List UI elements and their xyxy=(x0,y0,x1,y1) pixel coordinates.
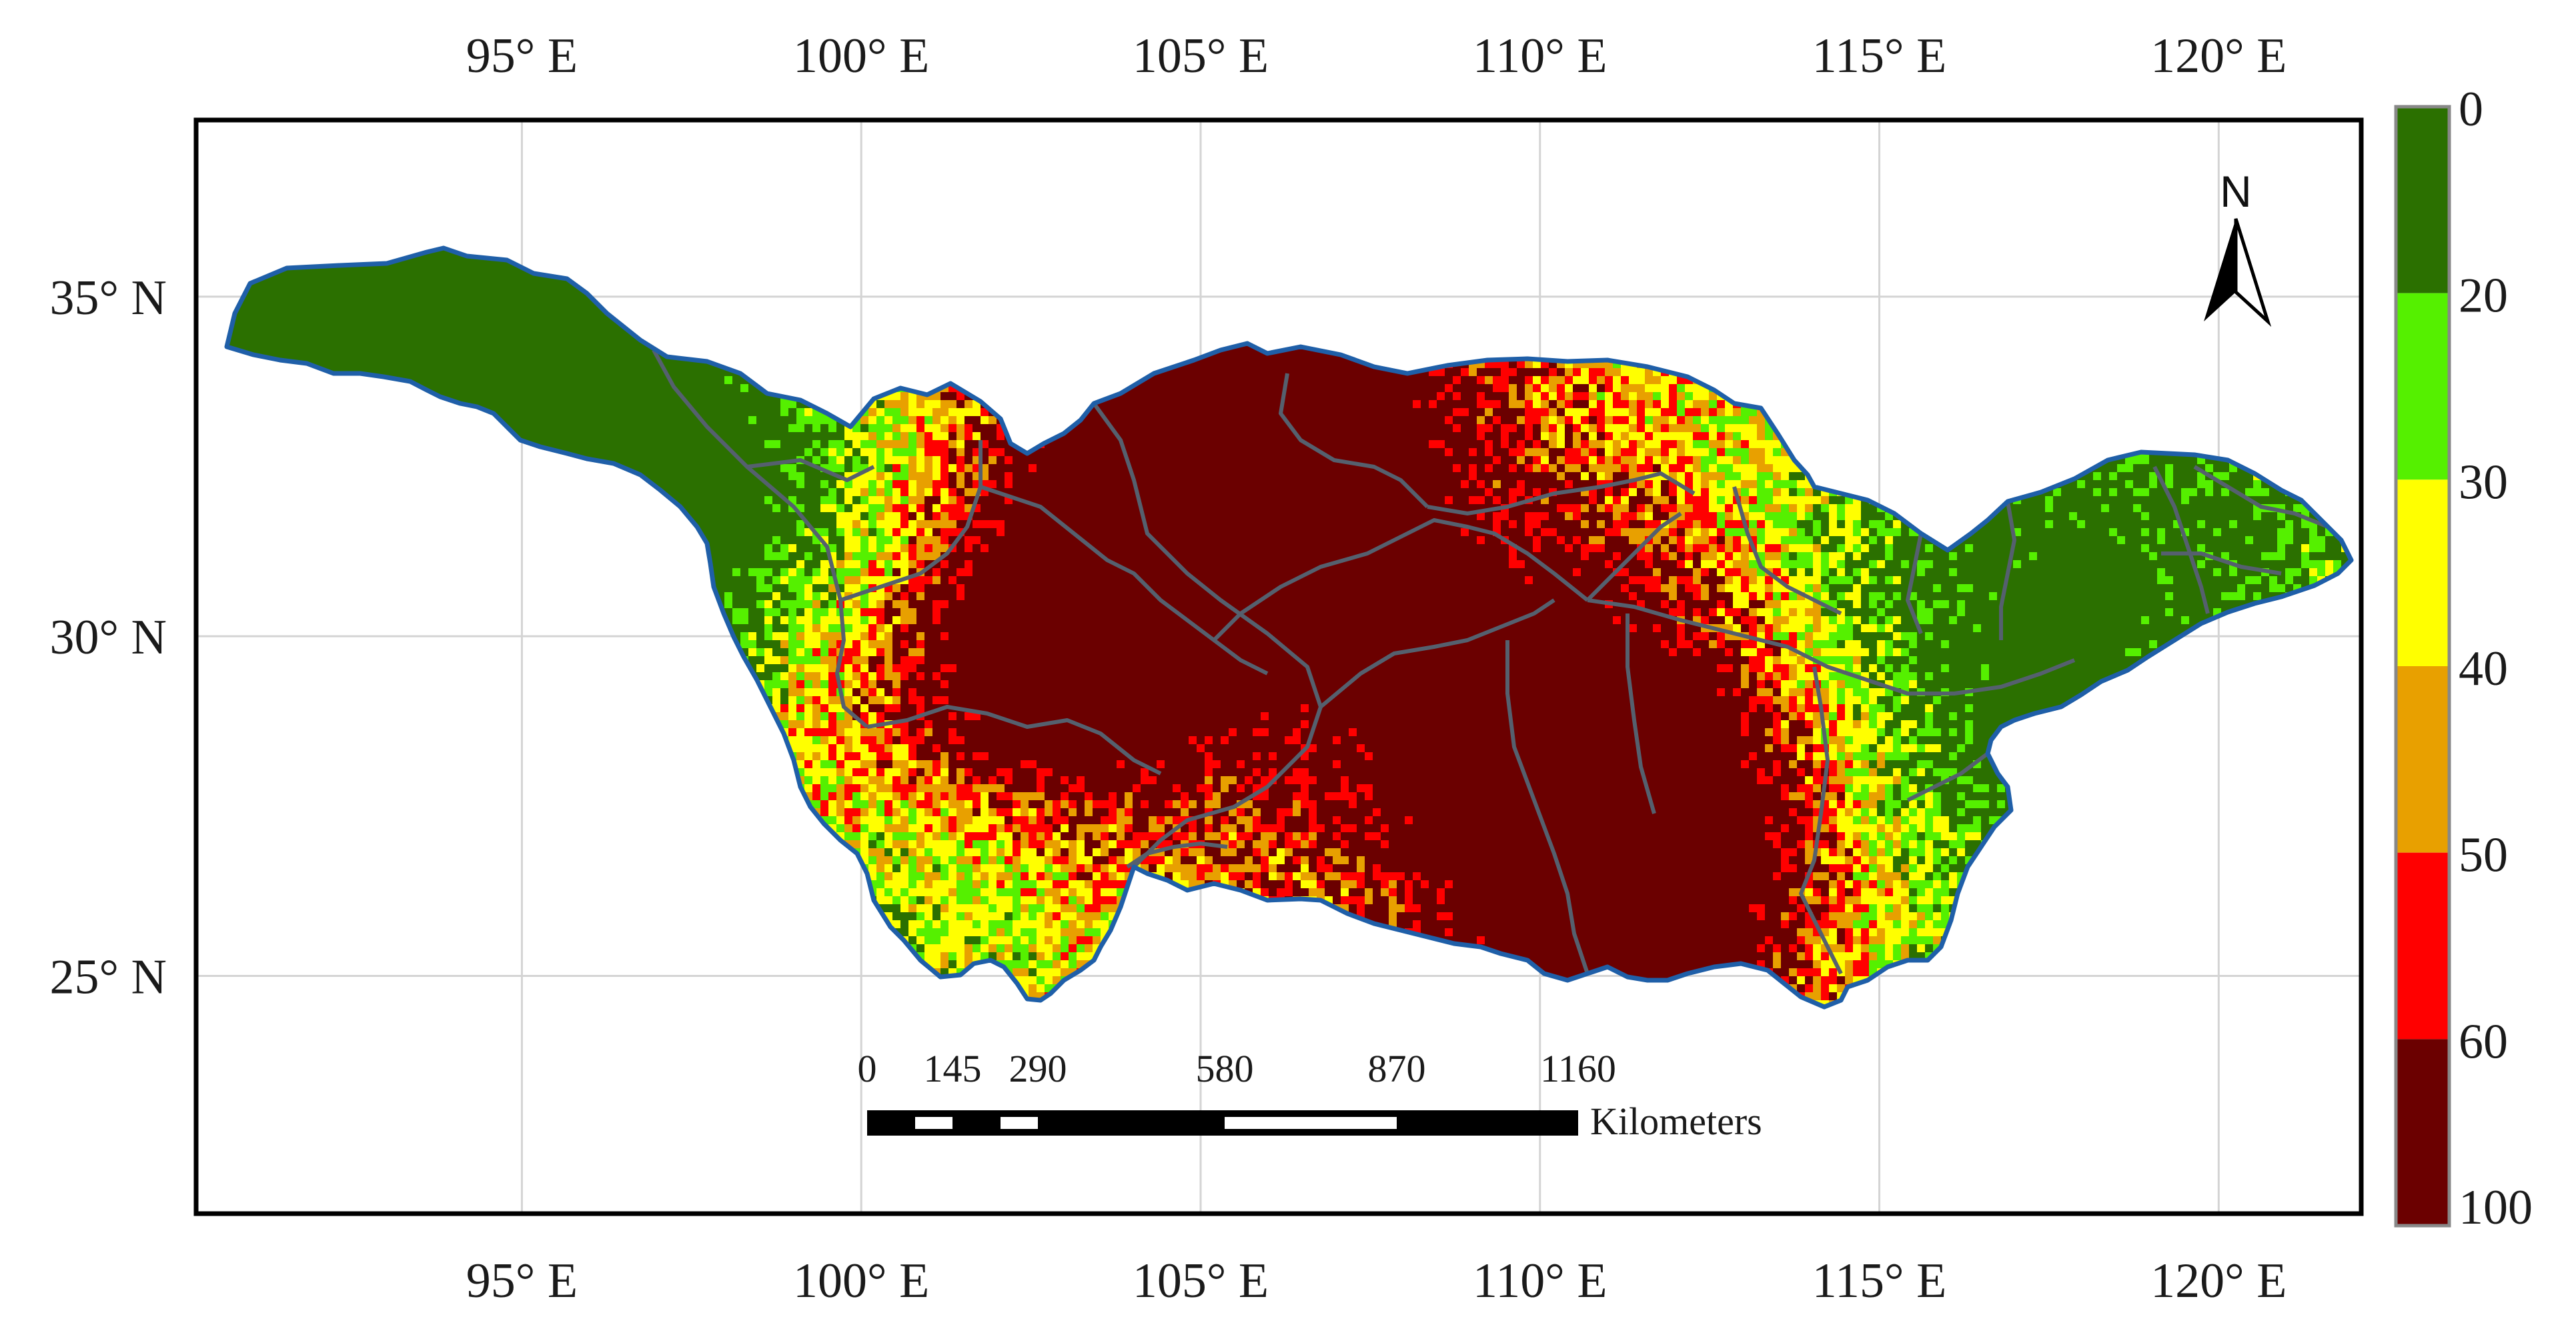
longitude-label-bottom: 110° E xyxy=(1473,1254,1607,1308)
legend-swatch xyxy=(2396,853,2449,1040)
legend-swatch xyxy=(2396,666,2449,853)
longitude-label-top: 95° E xyxy=(466,29,578,83)
longitude-label-bottom: 100° E xyxy=(793,1254,929,1308)
legend-label: 30 xyxy=(2459,455,2508,509)
scale-bar-body xyxy=(867,1110,1578,1136)
longitude-label-bottom: 120° E xyxy=(2150,1254,2287,1308)
legend-label: 60 xyxy=(2459,1014,2508,1069)
latitude-labels: 35° N 30° N 25° N xyxy=(49,271,167,1005)
top-longitude-labels: 95° E 100° E 105° E 110° E 115° E 120° E xyxy=(466,29,2287,83)
longitude-label-bottom: 115° E xyxy=(1812,1254,1947,1308)
scale-bar-label: 290 xyxy=(1009,1047,1067,1090)
scale-bar-label: 870 xyxy=(1368,1047,1426,1090)
longitude-label-bottom: 95° E xyxy=(466,1254,578,1308)
scale-bar-label: 580 xyxy=(1196,1047,1254,1090)
north-arrow-label: N xyxy=(2220,167,2252,216)
longitude-label-top: 120° E xyxy=(2150,29,2287,83)
longitude-label-top: 110° E xyxy=(1473,29,1607,83)
legend-swatch xyxy=(2396,107,2449,293)
scale-bar-unit: Kilometers xyxy=(1590,1100,1762,1143)
latitude-label: 25° N xyxy=(49,950,167,1004)
legend-label: 40 xyxy=(2459,641,2508,696)
legend-label: 0 xyxy=(2459,82,2483,137)
legend-swatch xyxy=(2396,1039,2449,1226)
legend-swatch xyxy=(2396,293,2449,480)
legend-label: 100 xyxy=(2459,1180,2533,1235)
legend-label: 20 xyxy=(2459,269,2508,323)
longitude-label-bottom: 105° E xyxy=(1133,1254,1269,1308)
bottom-longitude-labels: 95° E 100° E 105° E 110° E 115° E 120° E xyxy=(466,1254,2287,1308)
scale-bar-label: 145 xyxy=(924,1047,982,1090)
scale-bar-segment xyxy=(915,1117,952,1129)
scale-bar-label: 0 xyxy=(858,1047,877,1090)
scale-bar-label: 1160 xyxy=(1540,1047,1616,1090)
legend-swatch xyxy=(2396,479,2449,666)
latitude-label: 35° N xyxy=(49,271,167,325)
legend-label: 50 xyxy=(2459,828,2508,883)
scale-bar-segment xyxy=(1225,1117,1397,1129)
longitude-label-top: 115° E xyxy=(1812,29,1947,83)
longitude-label-top: 105° E xyxy=(1133,29,1269,83)
legend: 0 20 30 40 50 60 100 xyxy=(2396,82,2533,1235)
scale-bar-segment xyxy=(1001,1117,1038,1129)
longitude-label-top: 100° E xyxy=(793,29,929,83)
latitude-label: 30° N xyxy=(49,610,167,665)
